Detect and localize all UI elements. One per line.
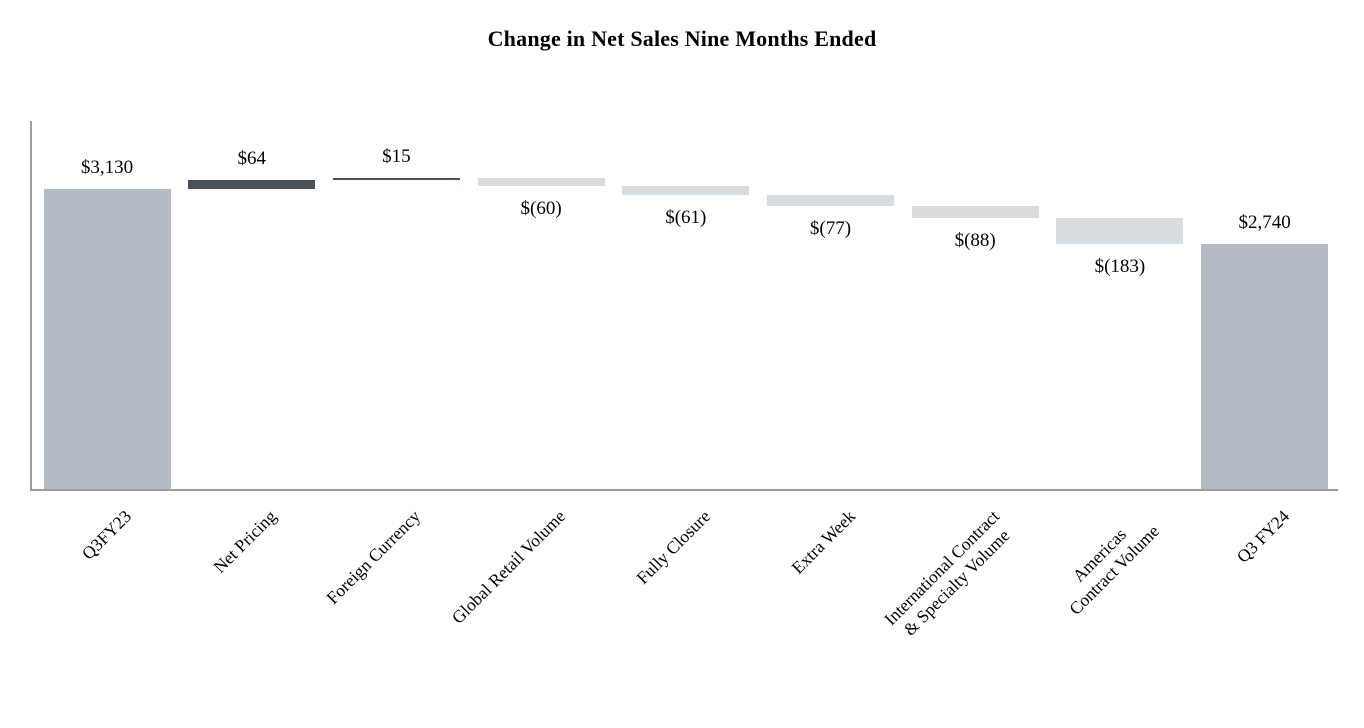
- x-axis-line: [31, 489, 1338, 491]
- bar-value-label: $2,740: [1238, 212, 1291, 234]
- category-label: Extra Week: [786, 506, 859, 578]
- category-label: Net Pricing: [208, 506, 280, 577]
- bar-value-label: $3,130: [80, 157, 134, 179]
- bar-value-label: $64: [237, 148, 266, 170]
- category-label: International Contract & Specialty Volume: [880, 506, 1014, 640]
- category-label: Global Retail Volume: [447, 506, 570, 628]
- waterfall-bar-total: [1201, 244, 1329, 489]
- waterfall-bar-decrease: [477, 178, 605, 187]
- bar-value-label: $(183): [1094, 256, 1146, 278]
- waterfall-bar-decrease: [911, 205, 1039, 219]
- category-label: Fully Closure: [632, 506, 714, 588]
- category-label: Q3FY23: [77, 506, 136, 564]
- waterfall-bar-increase: [332, 178, 460, 181]
- category-label: Foreign Currency: [322, 506, 425, 608]
- bar-value-label: $(77): [809, 217, 852, 239]
- bar-value-label: $(60): [520, 198, 562, 220]
- bar-value-label: $(61): [665, 207, 707, 229]
- waterfall-bar-decrease: [767, 195, 894, 206]
- waterfall-bar-decrease: [622, 186, 750, 196]
- category-label: Q3 FY24: [1232, 506, 1293, 567]
- waterfall-bar-decrease: [1056, 218, 1184, 245]
- bar-value-label: $(88): [954, 230, 996, 252]
- chart-title: Change in Net Sales Nine Months Ended: [487, 26, 877, 51]
- bar-value-label: $15: [382, 146, 411, 168]
- waterfall-bar-increase: [188, 180, 316, 190]
- waterfall-bar-total: [43, 189, 171, 489]
- category-label: Americas Contract Volume: [1064, 520, 1163, 619]
- y-axis-line: [30, 121, 32, 491]
